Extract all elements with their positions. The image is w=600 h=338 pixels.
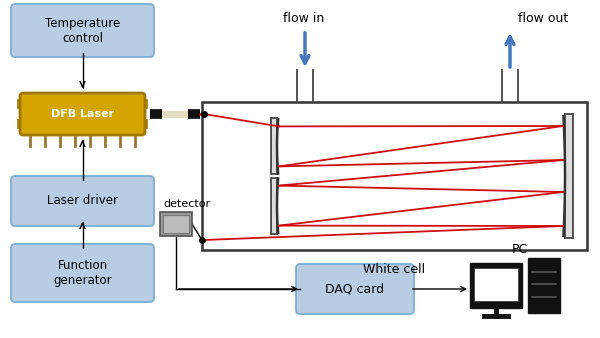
Bar xyxy=(137,120,147,128)
Bar xyxy=(18,100,28,108)
FancyBboxPatch shape xyxy=(296,264,414,314)
Bar xyxy=(474,268,518,301)
Text: PC: PC xyxy=(512,243,528,256)
Bar xyxy=(470,263,522,308)
FancyBboxPatch shape xyxy=(20,93,145,135)
Bar xyxy=(528,258,560,313)
Bar xyxy=(160,212,192,236)
Text: flow in: flow in xyxy=(283,12,324,25)
Text: Function
generator: Function generator xyxy=(53,259,112,287)
Bar xyxy=(202,102,587,250)
Text: Laser driver: Laser driver xyxy=(47,194,118,208)
Text: Temperature
control: Temperature control xyxy=(45,17,120,45)
FancyBboxPatch shape xyxy=(11,244,154,302)
Text: detector: detector xyxy=(163,199,210,209)
Bar xyxy=(565,114,573,238)
Bar xyxy=(271,177,277,234)
Bar xyxy=(271,118,277,174)
FancyBboxPatch shape xyxy=(11,4,154,57)
Text: DAQ card: DAQ card xyxy=(325,283,385,295)
Bar xyxy=(163,215,189,233)
Text: DFB Laser: DFB Laser xyxy=(51,109,114,119)
Text: White cell: White cell xyxy=(364,263,425,276)
Bar xyxy=(18,120,28,128)
Bar xyxy=(137,100,147,108)
FancyBboxPatch shape xyxy=(11,176,154,226)
Text: flow out: flow out xyxy=(518,12,568,25)
